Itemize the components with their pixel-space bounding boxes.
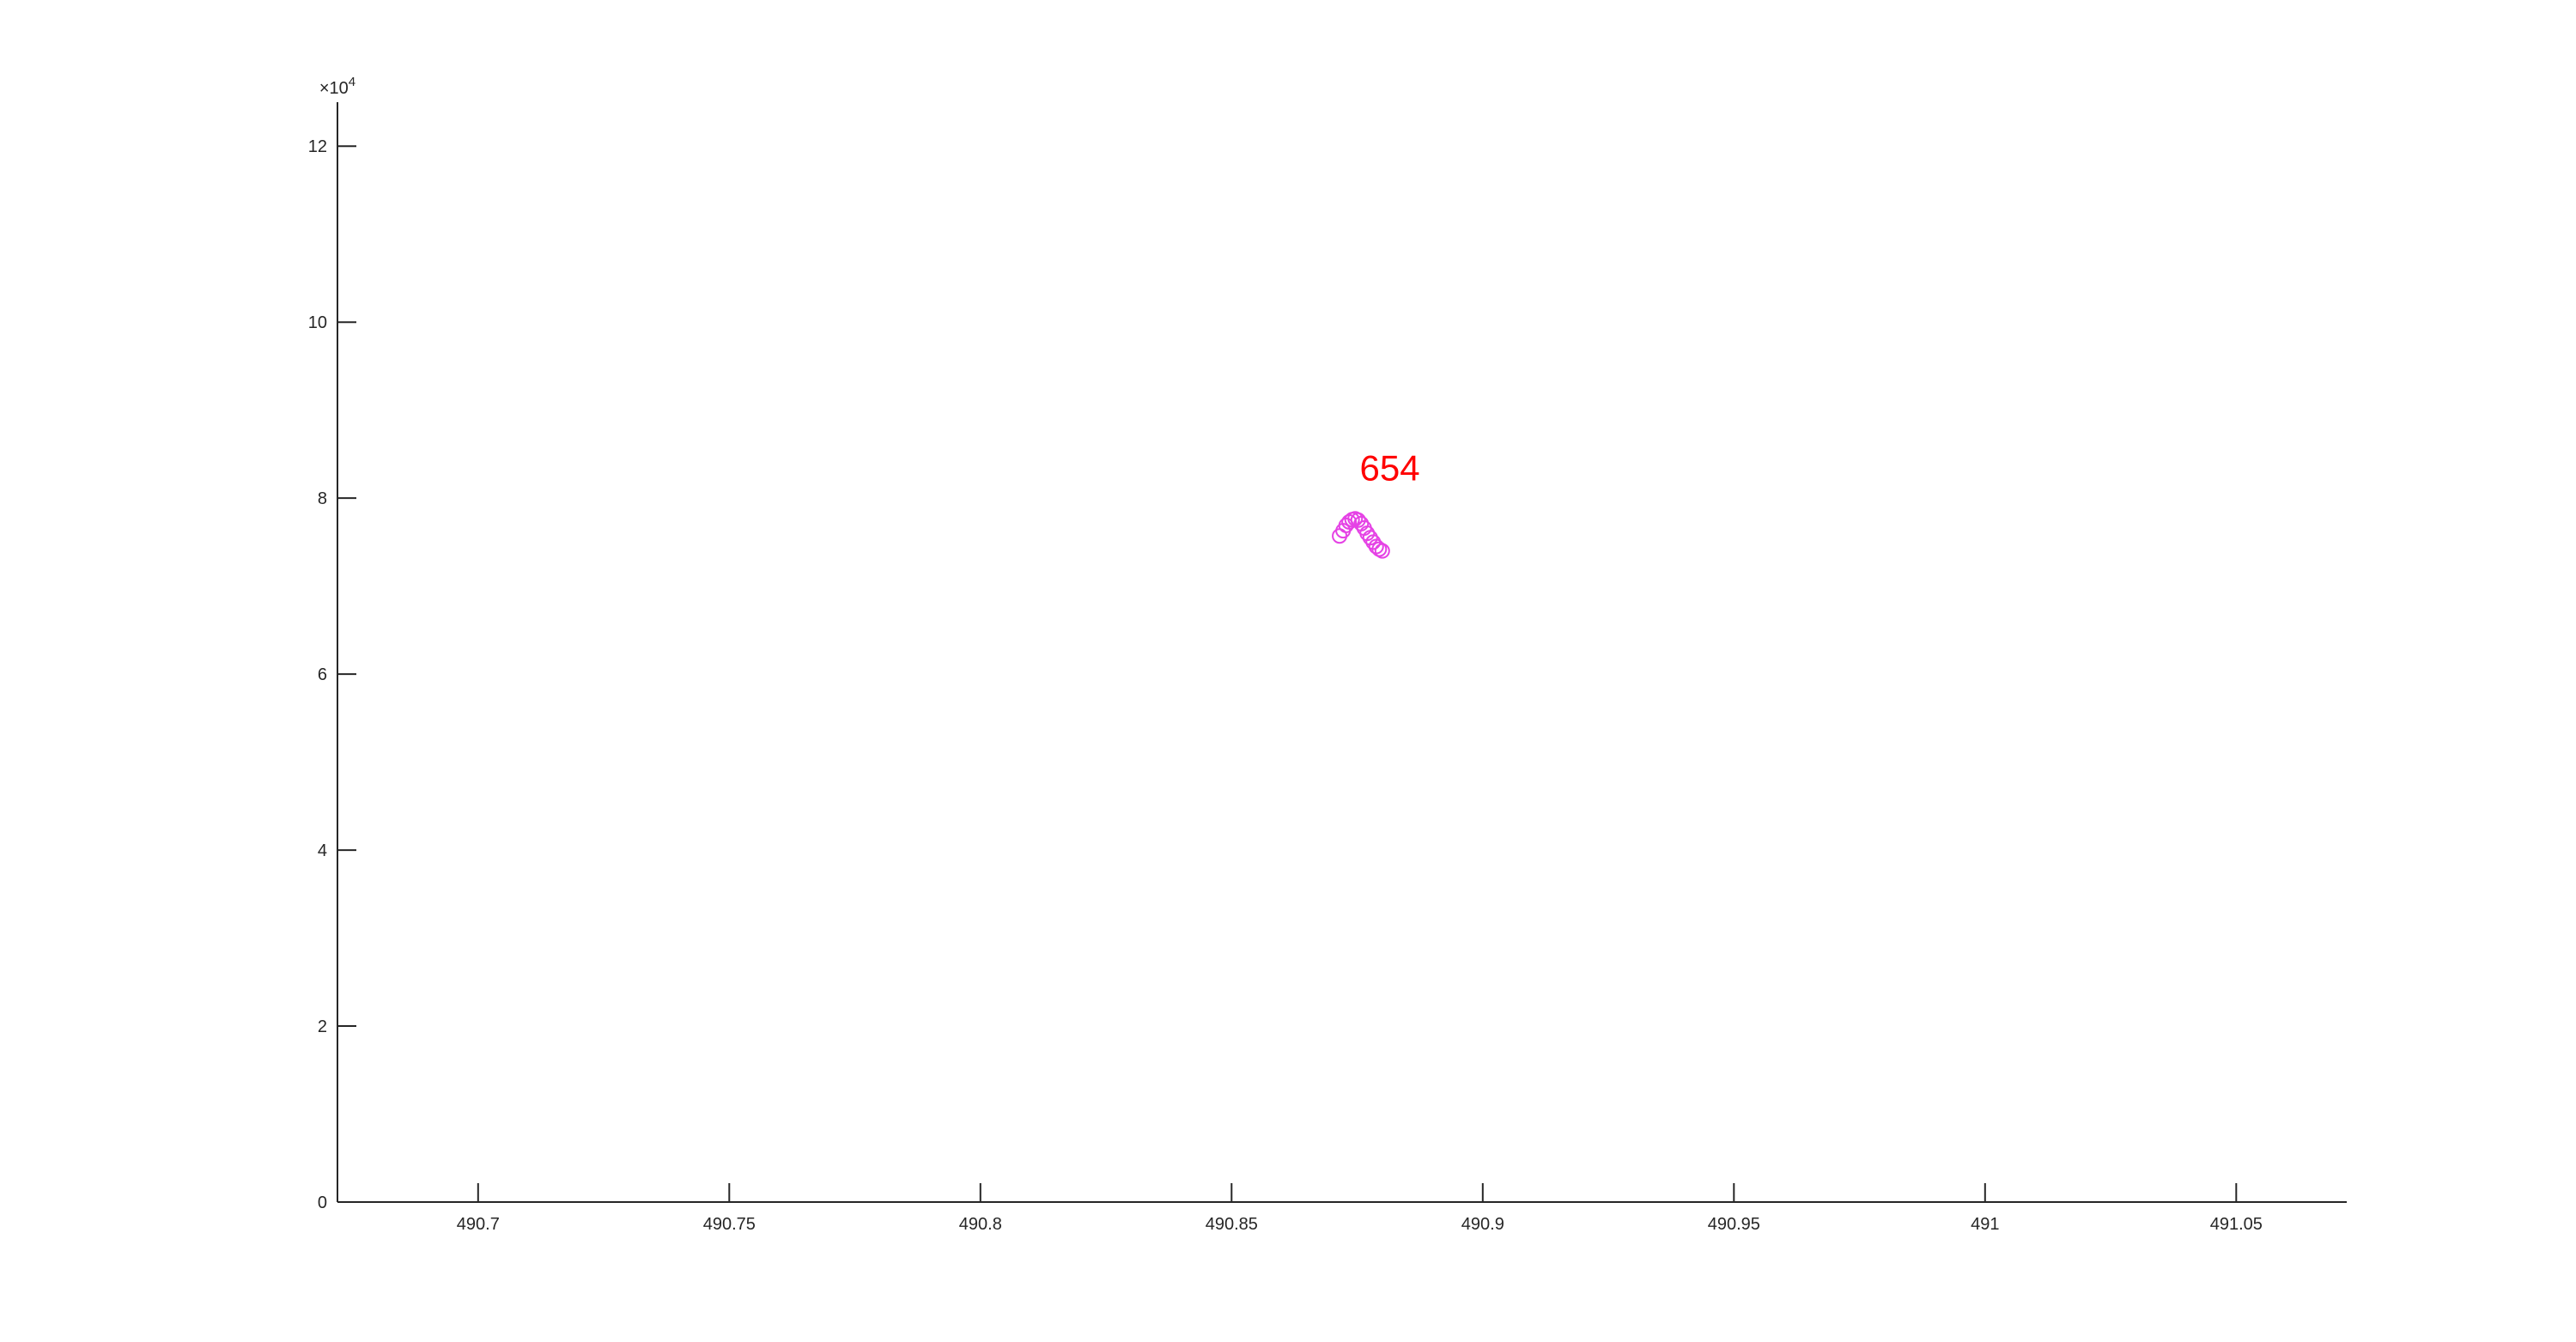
x-tick-label: 490.7 bbox=[457, 1215, 500, 1234]
annotation-label: 654 bbox=[1360, 448, 1420, 489]
x-tick-label: 490.75 bbox=[703, 1215, 756, 1234]
y-tick-label: 8 bbox=[318, 489, 327, 508]
annotations: 654 bbox=[1360, 448, 1420, 489]
x-tick-label: 490.8 bbox=[959, 1215, 1002, 1234]
y-exponent-power: 4 bbox=[349, 75, 355, 89]
x-tick-label: 490.9 bbox=[1461, 1215, 1504, 1234]
x-tick-label: 491.05 bbox=[2210, 1215, 2263, 1234]
tick-marks bbox=[337, 145, 2238, 1203]
y-tick-label: 6 bbox=[318, 665, 327, 684]
y-tick-label: 0 bbox=[318, 1193, 327, 1212]
data-point bbox=[1371, 541, 1388, 557]
y-tick-label: 2 bbox=[318, 1017, 327, 1036]
x-tick-label: 491 bbox=[1971, 1215, 1999, 1234]
y-tick-label: 12 bbox=[308, 137, 327, 156]
x-tick-label: 490.95 bbox=[1708, 1215, 1760, 1234]
y-exponent-label: ×104 bbox=[319, 75, 355, 98]
tick-labels: 490.7 490.75 490.8 490.85 490.9 490.95 491 491.… bbox=[308, 75, 2263, 1234]
y-tick-label: 4 bbox=[318, 841, 327, 860]
x-tick-label: 490.85 bbox=[1206, 1215, 1258, 1234]
axes bbox=[337, 102, 2347, 1203]
y-tick-label: 10 bbox=[308, 313, 327, 332]
data-markers bbox=[1332, 511, 1390, 559]
data-point bbox=[1374, 543, 1390, 559]
